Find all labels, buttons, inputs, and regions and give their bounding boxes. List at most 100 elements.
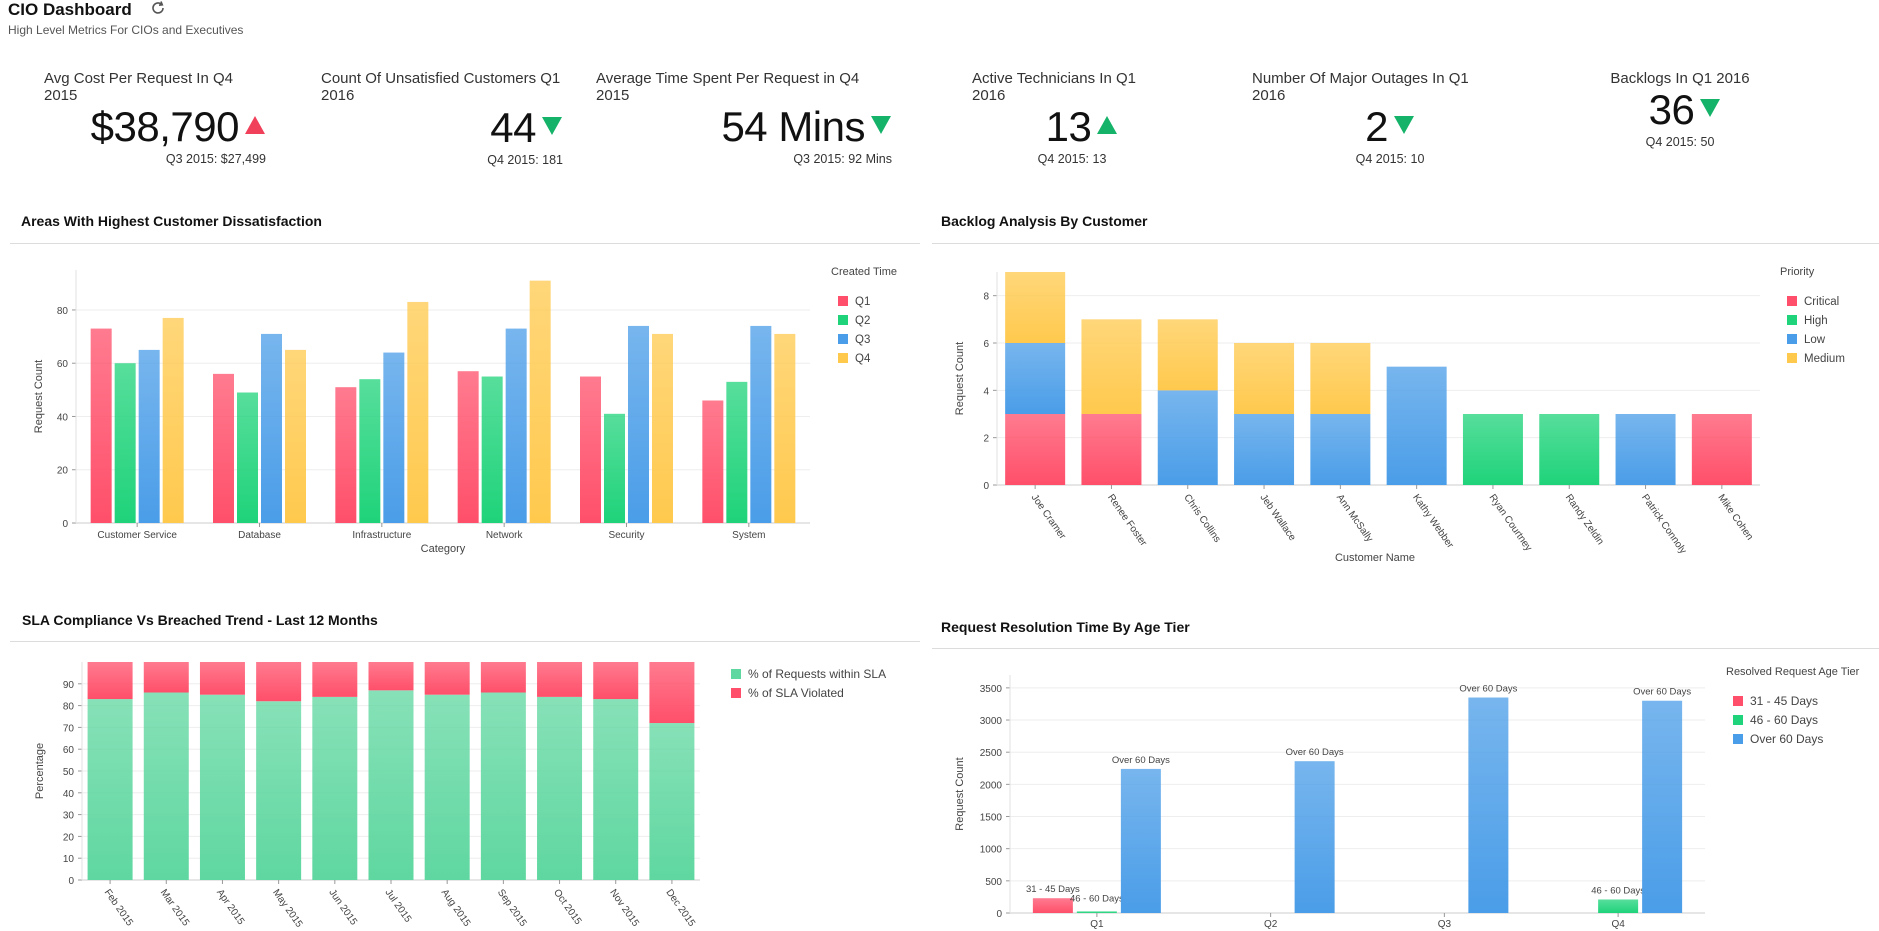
bar-segment [1691, 414, 1752, 485]
section-title-backlog: Backlog Analysis By Customer [941, 213, 1148, 229]
kpi-previous: Q4 2015: 181 [487, 153, 563, 167]
x-tick-label: Chris Collins [1181, 492, 1222, 544]
data-label: 46 - 60 Days [1070, 893, 1124, 904]
bar-segment [87, 699, 133, 880]
y-tick-label: 2000 [980, 780, 1003, 791]
bar-segment [199, 694, 245, 880]
bar [90, 328, 112, 523]
trend-up-icon [1096, 115, 1118, 140]
bar [652, 333, 673, 523]
bar [529, 280, 551, 523]
y-tick-label: 30 [63, 811, 75, 822]
kpi-major-outages: Number Of Major Outages In Q1 2016 2 Q4 … [1252, 70, 1492, 166]
bar [138, 349, 160, 523]
legend-label: Q2 [855, 315, 870, 327]
y-tick-label: 3000 [980, 716, 1003, 727]
legend-swatch [838, 353, 848, 363]
bar [335, 387, 357, 523]
bar [481, 376, 503, 523]
bar-segment [312, 696, 358, 880]
bar [457, 371, 479, 523]
kpi-unsatisfied-customers: Count Of Unsatisfied Customers Q1 2016 4… [321, 70, 563, 167]
data-label: 46 - 60 Days [1591, 885, 1645, 896]
x-tick-label: Network [486, 530, 524, 541]
divider [932, 648, 1879, 649]
y-tick-label: 10 [63, 854, 75, 865]
legend-label: % of SLA Violated [748, 686, 844, 700]
dissatisfaction-chart: 0 20 40 60 80 Customer Service Database Infrast… [33, 266, 897, 555]
kpi-previous: Q4 2015: 13 [1037, 152, 1107, 166]
kpi-title: Count Of Unsatisfied Customers Q1 2016 [321, 70, 561, 104]
legend-swatch [838, 315, 848, 325]
sla-chart: 0 10 20 30 40 50 60 70 80 90 Feb 2015 Mar 2015 Apr 2… [34, 662, 886, 930]
x-tick-label: Oct 2015 [551, 887, 584, 927]
bar-segment [1005, 272, 1066, 343]
x-tick-label: Mike Cohen [1715, 492, 1755, 542]
x-tick-label: Mar 2015 [158, 887, 191, 928]
page-header: CIO Dashboard High Level Metrics For CIO… [8, 0, 243, 37]
bar-segment [368, 662, 414, 691]
legend-title: Priority [1780, 266, 1815, 278]
legend-label: Over 60 Days [1750, 732, 1823, 746]
x-tick-label: Patrick Connoly [1639, 492, 1688, 556]
y-axis-label: Request Count [954, 342, 966, 415]
legend-swatch [731, 669, 741, 679]
x-tick-label: Q1 [1090, 919, 1104, 930]
bar-segment [537, 696, 583, 880]
y-tick-label: 70 [63, 723, 75, 734]
bar [407, 301, 429, 523]
kpi-previous: Q3 2015: $27,499 [165, 152, 266, 166]
x-axis-label: Customer Name [1335, 552, 1415, 564]
kpi-value: 54 Mins [721, 103, 865, 150]
legend-swatch [1733, 734, 1743, 744]
kpi-value: 13 [1045, 103, 1092, 150]
bar-segment [143, 662, 189, 693]
bar-segment [537, 662, 583, 697]
divider [10, 243, 920, 244]
bar-segment [480, 692, 526, 880]
legend-swatch [1787, 334, 1797, 344]
y-tick-label: 0 [983, 481, 989, 492]
legend-swatch [1787, 315, 1797, 325]
y-tick-label: 80 [63, 702, 75, 713]
bar-segment [593, 699, 639, 880]
x-tick-label: Q3 [1438, 919, 1452, 930]
bar-segment [424, 662, 470, 695]
resolution-chart: 0 500 1000 1500 2000 2500 3000 3500 31 - 45 Days… [954, 666, 1860, 930]
legend-swatch [838, 296, 848, 306]
bar-segment [312, 662, 358, 697]
legend-title: Created Time [831, 266, 897, 278]
x-tick-label: Sep 2015 [495, 887, 529, 929]
bar [628, 325, 649, 523]
y-tick-label: 4 [983, 386, 989, 397]
legend-title: Resolved Request Age Tier [1726, 666, 1860, 678]
kpi-value: 44 [490, 104, 536, 151]
x-tick-label: Nov 2015 [607, 887, 641, 929]
bar [285, 349, 306, 523]
bar [726, 381, 748, 523]
trend-down-icon [1393, 115, 1415, 140]
trend-down-icon [541, 116, 563, 141]
bar-segment [1005, 414, 1066, 485]
refresh-icon[interactable] [150, 0, 166, 21]
legend-label: High [1804, 315, 1828, 327]
x-tick-label: System [732, 530, 765, 541]
bar-segment [649, 662, 695, 724]
x-tick-label: Infrastructure [352, 530, 411, 541]
x-tick-label: Jeb Wallace [1258, 492, 1298, 543]
y-tick-label: 0 [62, 519, 68, 530]
bar-segment [1539, 414, 1600, 485]
trend-down-icon [870, 115, 892, 140]
legend-label: Low [1804, 334, 1826, 346]
data-label: Over 60 Days [1633, 687, 1691, 698]
bar [750, 325, 772, 523]
legend-label: Q1 [855, 296, 870, 308]
data-label: 31 - 45 Days [1026, 884, 1080, 895]
bar [580, 376, 601, 523]
x-tick-label: Jun 2015 [326, 887, 359, 927]
legend-label: Q3 [855, 334, 870, 346]
page-title: CIO Dashboard [8, 0, 132, 19]
bar [237, 392, 258, 523]
x-axis-label: Category [421, 543, 466, 555]
y-axis-label: Request Count [33, 360, 45, 433]
